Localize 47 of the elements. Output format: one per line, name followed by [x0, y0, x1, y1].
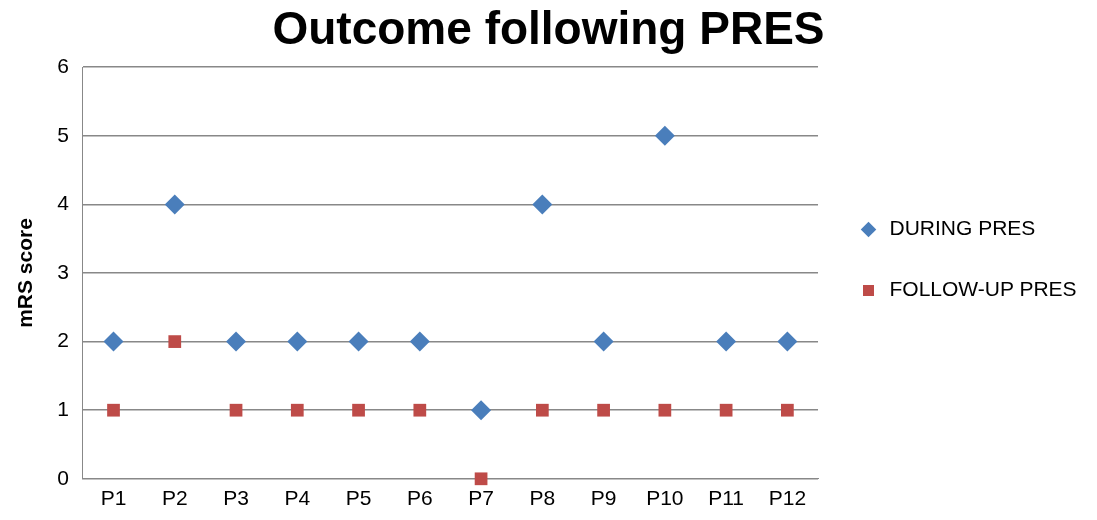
legend-label: FOLLOW-UP PRES — [889, 277, 1077, 301]
x-tick-label: P6 — [406, 486, 433, 510]
x-tick-label: P10 — [646, 486, 684, 510]
y-axis-title: mRS score — [13, 218, 37, 328]
y-tick-label: 1 — [57, 397, 69, 420]
x-tick-label: P8 — [529, 486, 556, 510]
point — [658, 403, 672, 417]
point — [409, 331, 430, 352]
point — [352, 403, 365, 417]
point — [535, 403, 549, 417]
point — [164, 194, 185, 215]
x-tick-label: P5 — [345, 486, 372, 510]
x-tick-label: P11 — [708, 486, 745, 510]
point — [532, 194, 553, 215]
x-tick-label: P4 — [284, 486, 311, 510]
y-tick-label: 4 — [57, 191, 70, 215]
point — [348, 331, 369, 352]
point — [654, 125, 675, 146]
legend-label: DURING PRES — [889, 216, 1036, 240]
point — [716, 331, 737, 352]
chart-title: Outcome following PRES — [272, 2, 825, 55]
x-tick-label: P12 — [768, 486, 807, 510]
x-tick-label: P7 — [468, 486, 494, 510]
x-tick-label: P1 — [100, 486, 127, 510]
point — [781, 403, 794, 417]
y-tick-label: 3 — [57, 259, 69, 283]
point — [474, 472, 488, 486]
y-tick-label: 2 — [57, 328, 69, 352]
y-tick-label: 5 — [57, 122, 69, 146]
point — [168, 335, 182, 348]
point — [290, 403, 304, 417]
point — [593, 331, 614, 352]
y-tick-label: 0 — [57, 465, 69, 489]
point — [471, 400, 492, 421]
x-tick-label: P9 — [590, 486, 617, 510]
x-tick-label: P2 — [161, 486, 188, 510]
point — [413, 403, 427, 417]
point — [107, 403, 120, 417]
point — [287, 331, 308, 352]
point — [103, 331, 124, 352]
y-tick-label: 6 — [57, 54, 69, 77]
point — [226, 331, 247, 352]
point — [229, 403, 243, 417]
point — [777, 331, 798, 352]
point — [597, 403, 610, 417]
point — [719, 403, 733, 417]
x-tick-label: P3 — [223, 486, 249, 510]
